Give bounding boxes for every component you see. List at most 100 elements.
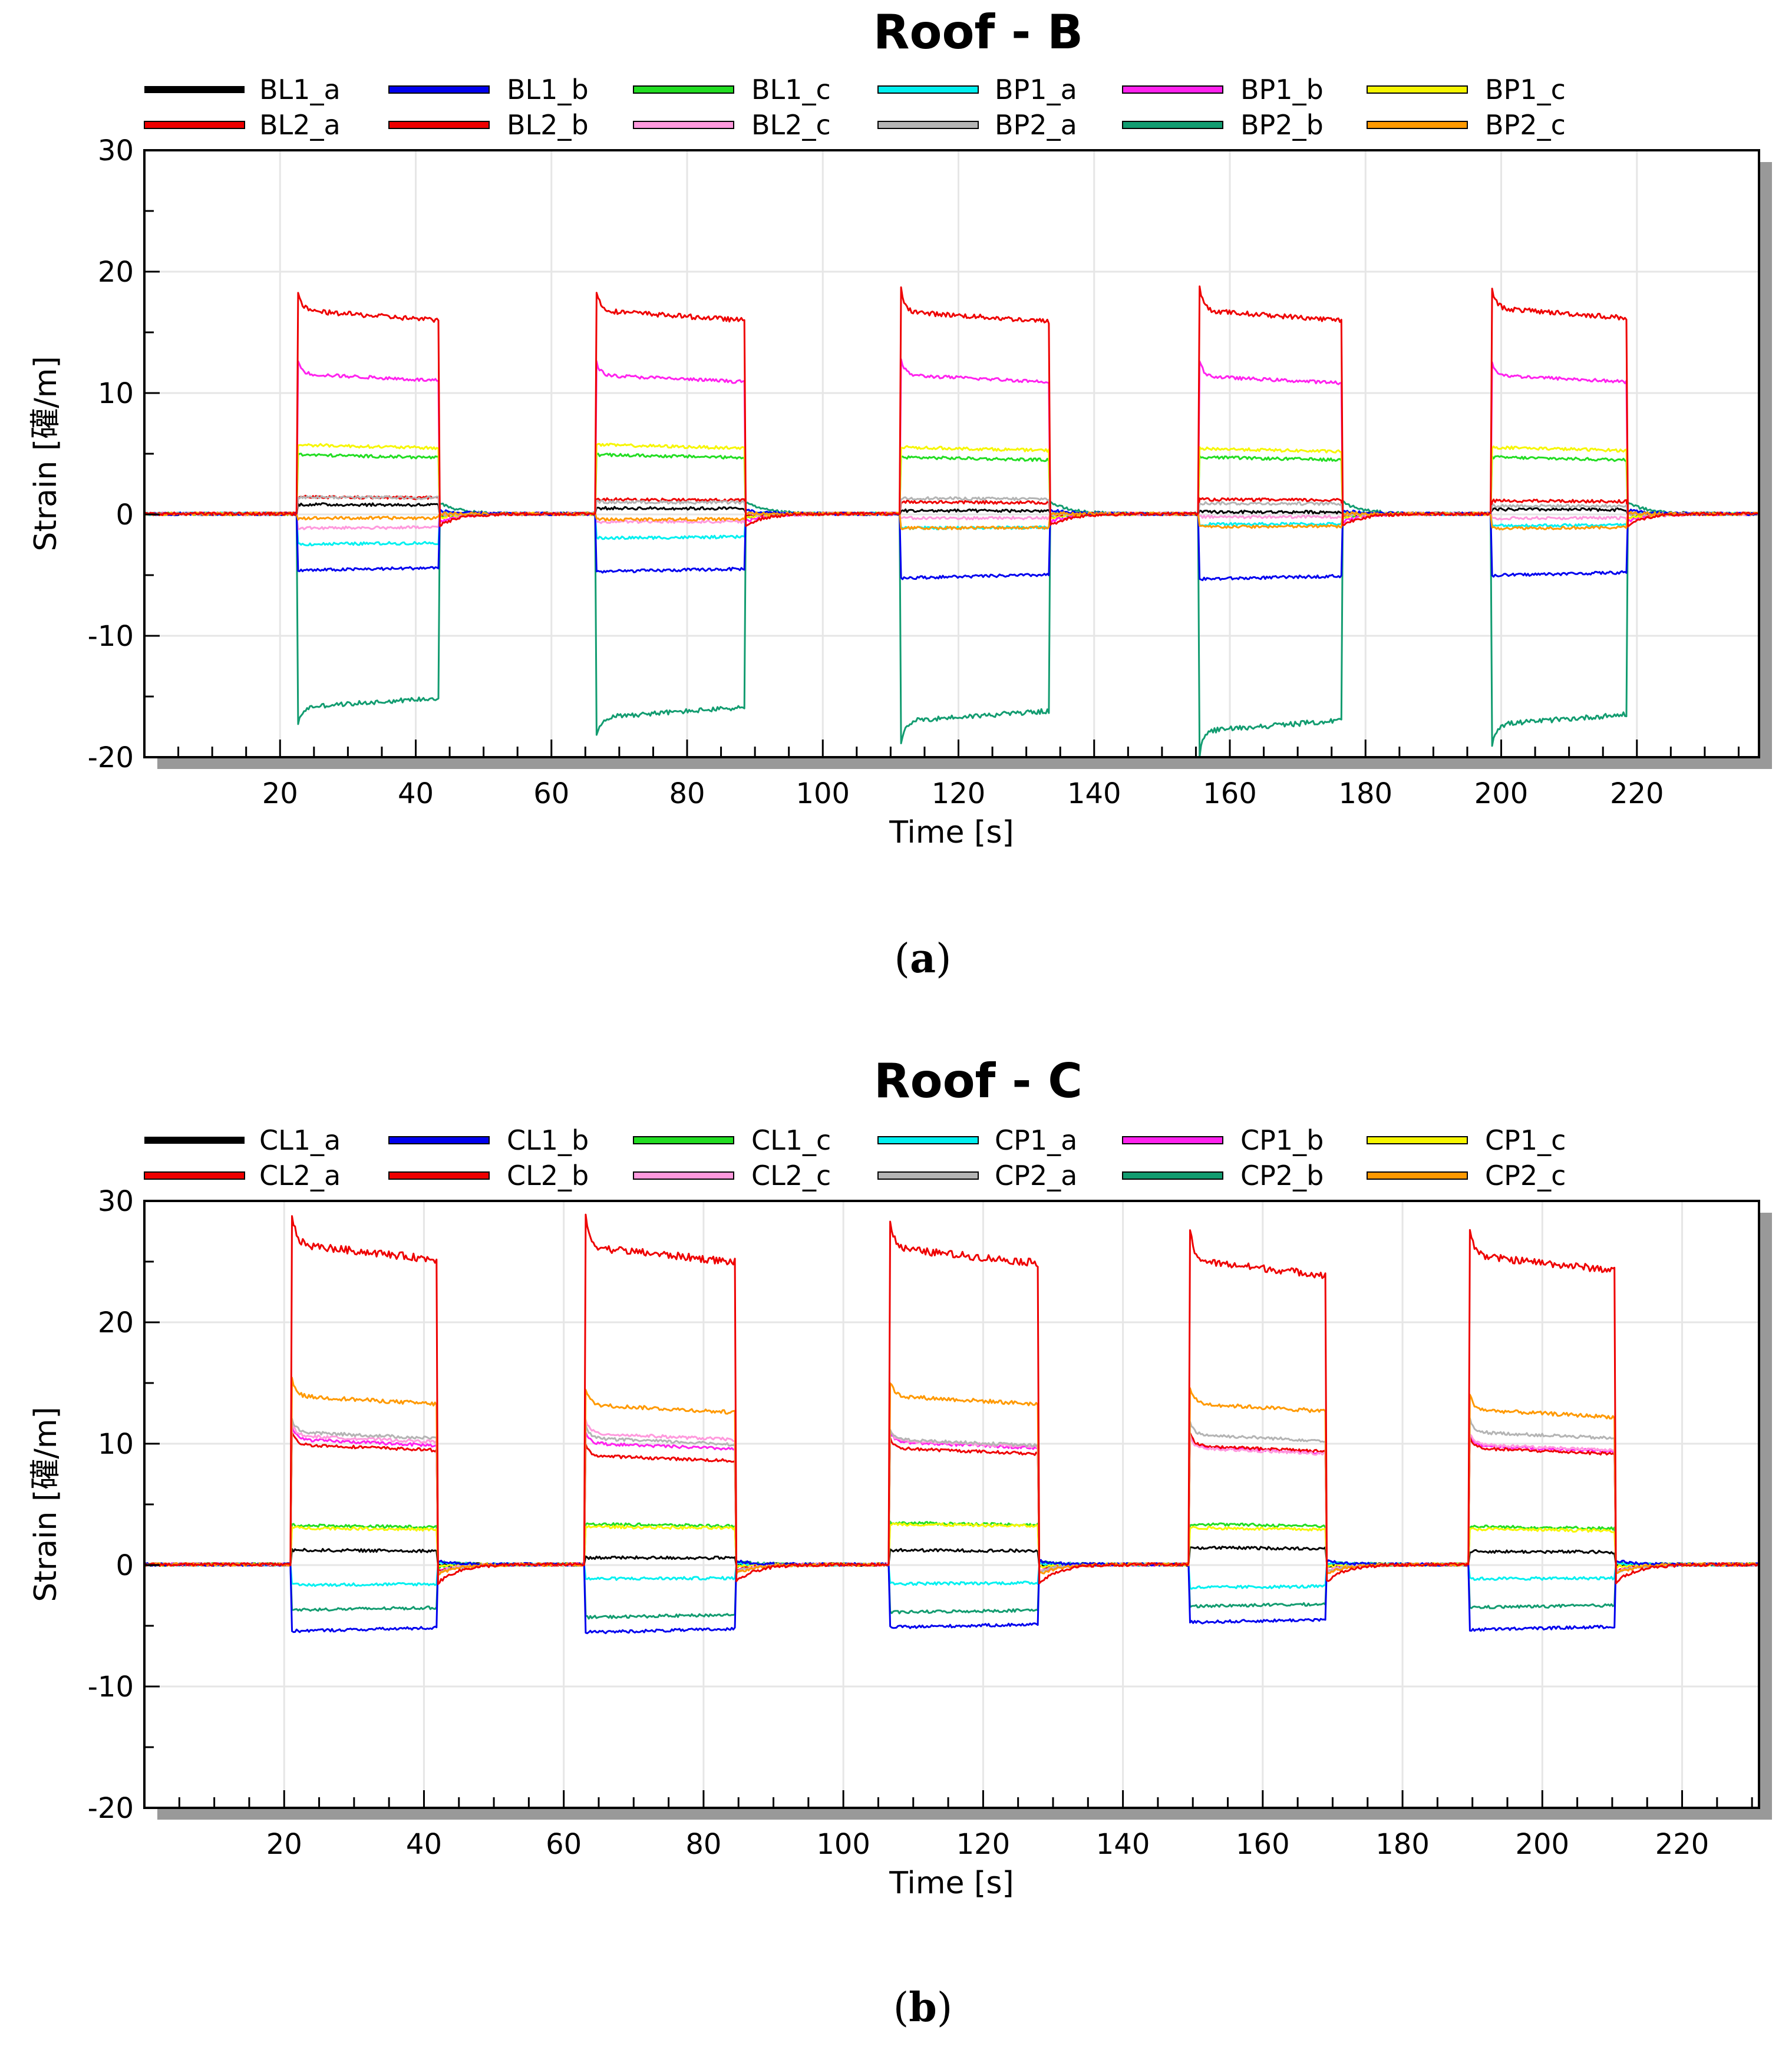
legend-item: CL2_c — [633, 1160, 831, 1191]
legend-label: BL1_a — [259, 74, 341, 105]
x-tick-label: 120 — [956, 1828, 1011, 1861]
legend-item: BP1_c — [1367, 74, 1566, 105]
legend-label: CL1_a — [259, 1124, 341, 1156]
legend-swatch — [633, 1171, 734, 1180]
plot-area — [144, 1201, 1759, 1808]
caption-open-paren: ( — [893, 1985, 909, 2031]
series-line-CP1_b — [143, 1427, 1760, 1574]
caption-letter: a — [910, 935, 936, 982]
series-line-CP1_c — [143, 1522, 1760, 1569]
legend-swatch — [1367, 85, 1468, 94]
legend-item: CP2_b — [1122, 1160, 1324, 1191]
legend-item: BP1_b — [1122, 74, 1324, 105]
y-tick-label: 30 — [98, 134, 134, 167]
caption-close-paren: ) — [936, 936, 952, 982]
legend-label: BP1_a — [995, 74, 1077, 105]
y-axis-label: Strain [礶/m] — [28, 356, 64, 551]
legend-label: CL2_c — [751, 1160, 831, 1191]
legend-swatch — [144, 1137, 245, 1144]
legend-swatch — [144, 121, 245, 129]
series-line-CL2_a — [144, 1213, 1760, 1585]
legend-item: BP2_a — [877, 109, 1077, 141]
chart-title: Roof - B — [873, 5, 1083, 60]
legend-label: BP2_b — [1240, 109, 1324, 141]
legend-label: CP1_a — [995, 1124, 1077, 1156]
legend-swatch — [1122, 85, 1223, 94]
x-tick-label: 20 — [262, 777, 298, 810]
x-axis-label: Time [s] — [889, 815, 1014, 850]
series-line-BL2_a — [143, 285, 1758, 527]
legend-swatch — [633, 1136, 734, 1144]
legend-item: BL2_c — [633, 109, 831, 141]
legend-swatch — [877, 85, 979, 94]
caption-close-paren: ) — [937, 1985, 953, 2031]
legend-item: CL2_b — [388, 1160, 589, 1191]
series-line-CL2_b — [144, 1431, 1760, 1573]
legend-item: BL1_c — [633, 74, 831, 105]
x-tick-label: 160 — [1203, 777, 1257, 810]
legend-swatch — [1367, 1171, 1468, 1180]
x-tick-label: 80 — [669, 777, 705, 810]
legend-swatch — [633, 85, 734, 94]
chart-title: Roof - C — [874, 1054, 1083, 1108]
y-tick-label: -20 — [88, 741, 134, 774]
y-tick-label: 0 — [115, 499, 134, 532]
legend-item: CL2_a — [144, 1160, 341, 1191]
legend-item: CP2_a — [877, 1160, 1077, 1191]
legend-swatch — [144, 86, 245, 93]
legend-label: CP1_b — [1240, 1124, 1324, 1156]
x-tick-label: 100 — [816, 1828, 870, 1861]
legend-swatch — [877, 1171, 979, 1180]
legend-label: BP2_c — [1485, 109, 1566, 141]
legend-item: CL1_b — [388, 1124, 589, 1156]
legend-swatch — [1122, 121, 1223, 129]
legend-item: CP1_b — [1122, 1124, 1324, 1156]
plot-area — [144, 150, 1759, 757]
x-tick-label: 100 — [796, 777, 850, 810]
legend: BL1_a BL1_b BL1_c BP1_a BP1_b BP1_c BL2_a BL2_b… — [144, 74, 1566, 141]
legend-label: BL1_b — [507, 74, 589, 105]
legend-item: BL1_a — [144, 74, 341, 105]
x-tick-label: 180 — [1338, 777, 1392, 810]
legend-item: BL1_b — [388, 74, 589, 105]
caption-letter: b — [909, 1984, 937, 2031]
series-line-CP1_a — [144, 1561, 1760, 1590]
legend-item: CP1_a — [877, 1124, 1077, 1156]
legend-swatch — [877, 1136, 979, 1144]
series-line-CL1_b — [144, 1559, 1760, 1635]
x-tick-label: 200 — [1474, 777, 1529, 810]
figure-caption: (a) — [894, 935, 951, 982]
legend-label: BP1_c — [1485, 74, 1566, 105]
legend-swatch — [633, 121, 734, 129]
legend-label: BL1_c — [751, 74, 831, 105]
legend-label: CP2_b — [1240, 1160, 1324, 1191]
legend-swatch — [388, 1171, 490, 1180]
legend-label: BP2_a — [995, 109, 1077, 141]
legend-swatch — [1122, 1136, 1223, 1144]
legend-swatch — [1367, 121, 1468, 129]
legend-item: CL1_a — [144, 1124, 341, 1156]
legend-swatch — [388, 1136, 490, 1144]
legend-swatch — [388, 121, 490, 129]
legend-item: CL1_c — [633, 1124, 831, 1156]
x-axis-label: Time [s] — [889, 1866, 1014, 1901]
x-tick-label: 140 — [1067, 777, 1121, 810]
legend-label: CL1_b — [507, 1124, 589, 1156]
grid — [144, 149, 1759, 758]
y-tick-label: -20 — [88, 1792, 134, 1825]
legend-swatch — [144, 1171, 245, 1180]
x-tick-label: 220 — [1610, 777, 1664, 810]
y-tick-label: 20 — [98, 1306, 134, 1339]
legend-label: BP1_b — [1240, 74, 1324, 105]
legend-item: CP1_c — [1367, 1124, 1566, 1156]
series-line-CP2_b — [144, 1560, 1760, 1620]
legend-item: BP2_b — [1122, 109, 1324, 141]
legend-item: BL2_b — [388, 109, 589, 141]
legend-swatch — [877, 121, 979, 129]
legend-item: BL2_a — [144, 109, 341, 141]
series-group — [143, 285, 1759, 758]
x-tick-label: 180 — [1375, 1828, 1430, 1861]
legend-item: BP1_a — [877, 74, 1077, 105]
x-tick-label: 20 — [266, 1828, 302, 1861]
